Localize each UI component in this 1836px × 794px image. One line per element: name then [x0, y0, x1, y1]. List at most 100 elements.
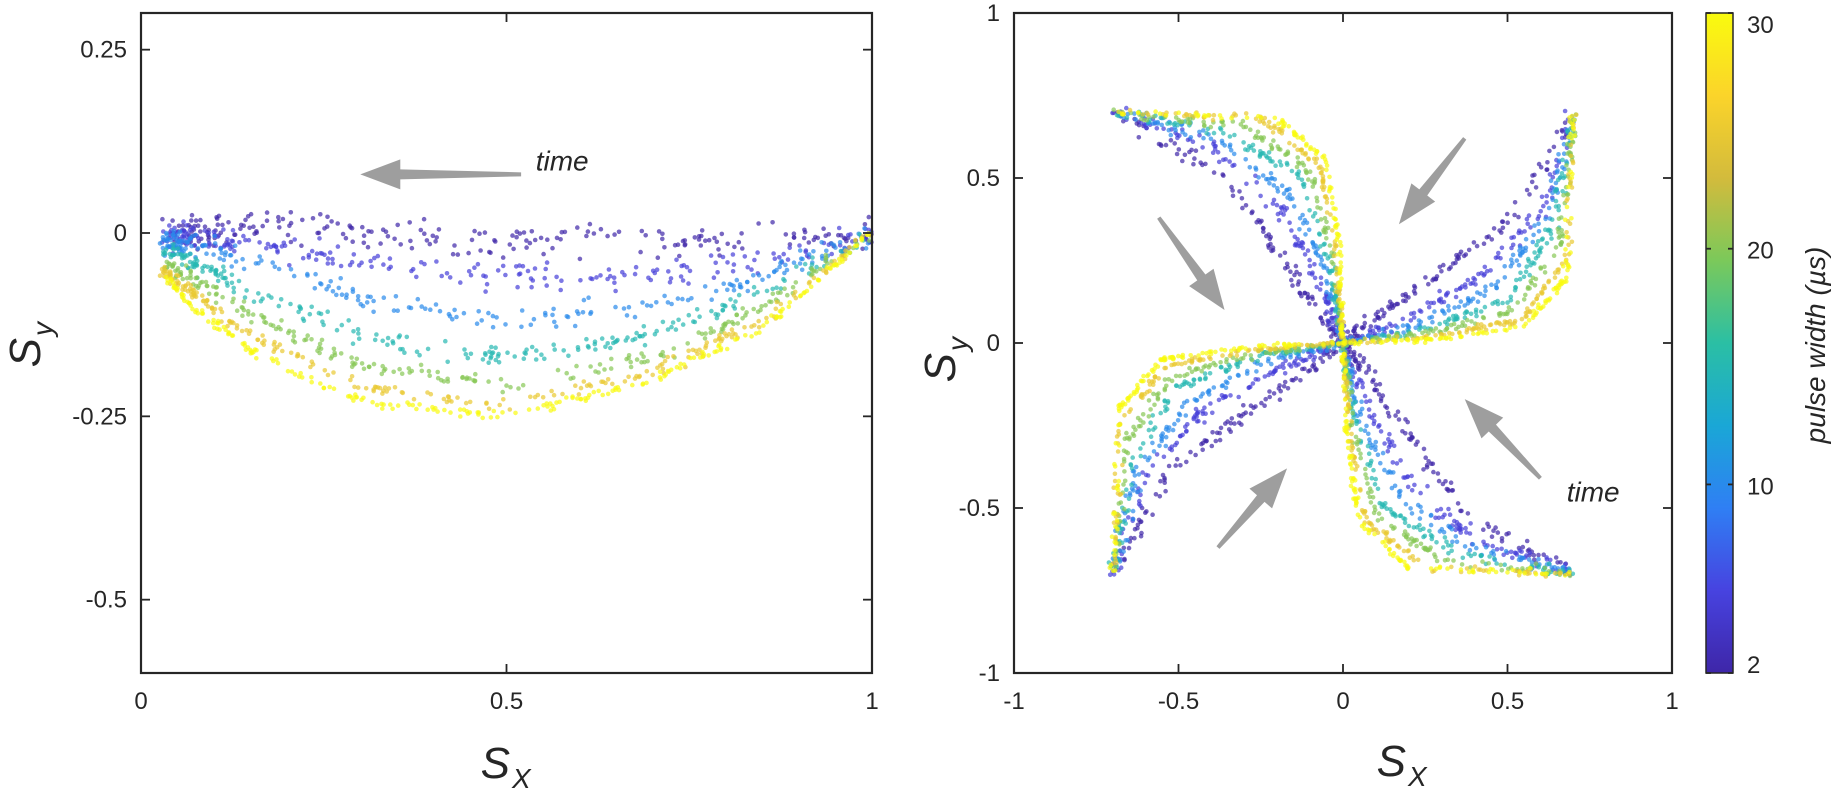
scatter-point: [1113, 541, 1119, 546]
scatter-point: [218, 230, 224, 236]
scatter-point: [1419, 335, 1424, 341]
scatter-point: [520, 382, 526, 388]
scatter-point: [1284, 261, 1290, 267]
scatter-point: [686, 281, 691, 286]
scatter-point: [1155, 396, 1161, 402]
scatter-point: [1462, 323, 1468, 329]
scatter-point: [1367, 463, 1373, 468]
scatter-point: [1305, 248, 1311, 253]
scatter-point: [467, 376, 472, 381]
scatter-point: [395, 308, 401, 314]
scatter-point: [1187, 365, 1192, 371]
scatter-point: [1468, 311, 1474, 317]
scatter-point: [1211, 170, 1217, 175]
scatter-point: [791, 293, 797, 298]
scatter-point: [1372, 369, 1378, 374]
scatter-point: [1133, 464, 1139, 470]
scatter-point: [1322, 157, 1328, 162]
scatter-point: [1230, 188, 1235, 193]
scatter-point: [1406, 436, 1412, 442]
scatter-point: [198, 229, 203, 234]
scatter-point: [1464, 530, 1469, 535]
scatter-point: [476, 309, 482, 314]
scatter-point: [1337, 267, 1343, 272]
scatter-point: [330, 289, 336, 294]
scatter-point: [1566, 242, 1571, 248]
scatter-point: [1498, 562, 1503, 568]
scatter-point: [1406, 295, 1411, 300]
scatter-point: [1390, 460, 1396, 465]
scatter-point: [170, 232, 176, 238]
scatter-point: [221, 227, 226, 232]
scatter-point: [643, 233, 648, 238]
scatter-point: [745, 288, 751, 294]
scatter-point: [793, 280, 799, 285]
scatter-point: [1138, 446, 1143, 451]
scatter-point: [1490, 543, 1495, 549]
scatter-point: [544, 283, 549, 288]
scatter-point: [1520, 566, 1525, 571]
scatter-point: [1366, 367, 1372, 372]
scatter-point: [492, 238, 497, 243]
scatter-point: [243, 347, 249, 353]
scatter-point: [1324, 340, 1330, 346]
scatter-point: [1220, 353, 1225, 358]
scatter-point: [288, 350, 294, 356]
scatter-point: [343, 235, 349, 241]
scatter-point: [1446, 303, 1451, 309]
scatter-point: [782, 278, 787, 284]
scatter-point: [473, 371, 478, 377]
scatter-point: [525, 268, 531, 274]
scatter-point: [1558, 174, 1563, 180]
scatter-point: [1150, 413, 1155, 418]
scatter-point: [1321, 187, 1326, 193]
scatter-point: [1370, 338, 1376, 344]
scatter-point: [652, 270, 658, 276]
scatter-point: [1494, 561, 1499, 566]
scatter-point: [524, 238, 529, 243]
scatter-point: [213, 267, 219, 273]
scatter-point: [1122, 413, 1127, 418]
scatter-point: [330, 256, 335, 262]
scatter-point: [1173, 442, 1178, 448]
scatter-point: [1513, 285, 1518, 291]
scatter-point: [1532, 283, 1538, 288]
scatter-point: [185, 239, 191, 245]
scatter-point: [1517, 554, 1523, 560]
scatter-point: [573, 383, 578, 389]
scatter-point: [1135, 382, 1140, 388]
scatter-point: [1426, 304, 1432, 310]
scatter-point: [1219, 347, 1224, 352]
scatter-point: [1121, 456, 1127, 462]
scatter-point: [1414, 537, 1419, 543]
scatter-point: [1236, 413, 1242, 418]
scatter-point: [1197, 129, 1202, 135]
scatter-point: [1514, 277, 1519, 283]
scatter-point: [636, 374, 642, 380]
scatter-point: [1176, 147, 1182, 152]
scatter-point: [1478, 553, 1484, 559]
scatter-point: [1459, 526, 1464, 532]
scatter-point: [300, 217, 305, 223]
scatter-point: [1553, 245, 1559, 250]
scatter-point: [1408, 318, 1414, 323]
scatter-point: [1345, 391, 1350, 396]
scatter-point: [720, 254, 726, 260]
scatter-point: [1318, 275, 1324, 281]
right-axis-ticks: -1 -0.5 0 0.5 110.50-0.5-1: [959, 0, 1679, 715]
scatter-point: [480, 357, 486, 362]
scatter-point: [1142, 454, 1148, 460]
scatter-point: [1203, 411, 1208, 417]
scatter-point: [698, 355, 703, 360]
scatter-point: [578, 396, 584, 402]
scatter-point: [1460, 320, 1465, 325]
left-ylabel-subscript: y: [27, 320, 58, 338]
scatter-point: [397, 333, 403, 338]
scatter-point: [1141, 420, 1146, 425]
scatter-point: [241, 233, 246, 239]
scatter-point: [1437, 264, 1443, 270]
scatter-point: [1365, 340, 1370, 346]
scatter-point: [1440, 481, 1446, 487]
scatter-point: [276, 218, 281, 224]
